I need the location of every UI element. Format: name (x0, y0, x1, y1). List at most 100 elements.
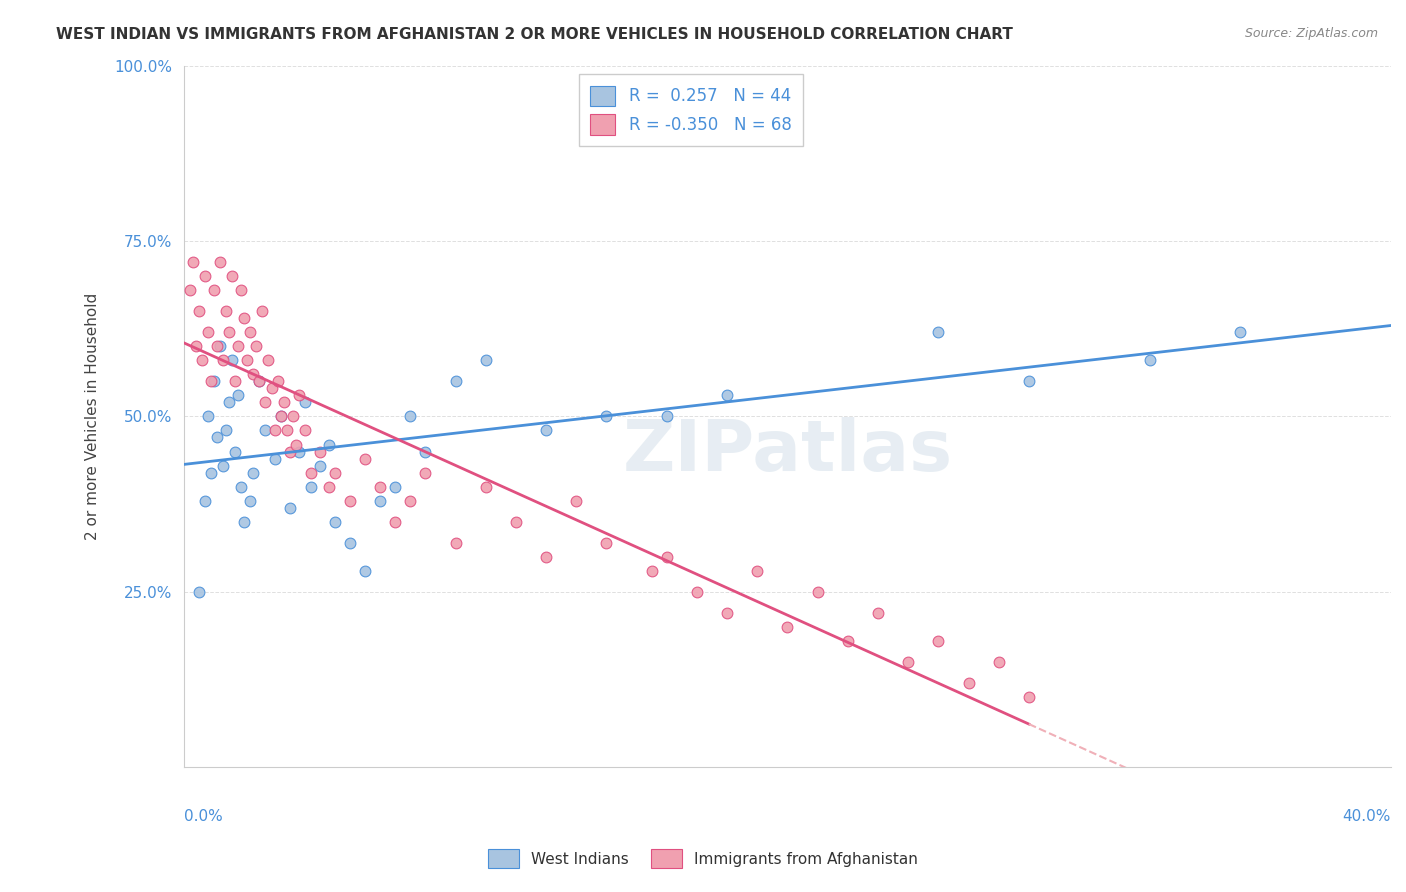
Point (263, 451, 285, 466)
Point (278, 444, 301, 458)
Point (655, 409, 678, 424)
Point (565, 493, 588, 508)
Point (249, 375, 271, 389)
Point (209, 255, 232, 269)
Point (200, 466, 222, 480)
Point (270, 409, 292, 424)
Point (205, 430, 228, 444)
Point (318, 480, 340, 494)
Point (276, 424, 298, 438)
Point (323, 466, 346, 480)
Point (287, 444, 309, 458)
Point (474, 480, 496, 494)
Point (188, 304, 211, 318)
Point (927, 634, 949, 648)
Point (399, 493, 422, 508)
Point (218, 325, 240, 339)
Point (318, 437, 340, 451)
Point (257, 353, 280, 368)
Point (339, 535, 361, 549)
Point (242, 368, 264, 382)
Point (226, 388, 249, 402)
Point (294, 424, 316, 438)
Point (202, 375, 225, 389)
Point (249, 375, 271, 389)
Point (281, 409, 304, 424)
Point (897, 655, 920, 669)
Point (641, 564, 664, 578)
Point (927, 325, 949, 339)
Point (273, 395, 295, 409)
Point (245, 339, 267, 353)
Point (505, 515, 527, 529)
Point (194, 493, 217, 508)
Text: 40.0%: 40.0% (1343, 809, 1391, 824)
Point (339, 493, 361, 508)
Point (179, 283, 201, 297)
Point (1018, 375, 1040, 389)
Point (254, 395, 277, 409)
Point (278, 500, 301, 515)
Point (323, 515, 346, 529)
Point (987, 655, 1010, 669)
Point (399, 409, 422, 424)
Point (957, 676, 980, 690)
Point (221, 353, 243, 368)
Point (197, 325, 219, 339)
Text: WEST INDIAN VS IMMIGRANTS FROM AFGHANISTAN 2 OR MORE VEHICLES IN HOUSEHOLD CORRE: WEST INDIAN VS IMMIGRANTS FROM AFGHANIST… (56, 27, 1014, 42)
Point (534, 424, 557, 438)
Point (287, 388, 309, 402)
Point (231, 480, 253, 494)
Point (209, 339, 232, 353)
Point (308, 458, 330, 473)
Point (233, 311, 256, 326)
Point (226, 339, 249, 353)
Point (415, 444, 437, 458)
Point (474, 353, 496, 368)
Point (686, 585, 709, 599)
Point (1018, 690, 1040, 705)
Point (266, 375, 288, 389)
Text: 0.0%: 0.0% (184, 809, 222, 824)
Point (308, 444, 330, 458)
Point (221, 269, 243, 284)
Point (184, 339, 207, 353)
Point (233, 515, 256, 529)
Point (188, 585, 211, 599)
Point (205, 339, 228, 353)
Point (260, 381, 283, 395)
Point (224, 375, 246, 389)
Point (368, 480, 391, 494)
Point (212, 353, 235, 368)
Point (716, 388, 738, 402)
Point (384, 480, 406, 494)
Point (252, 304, 274, 318)
Legend: West Indians, Immigrants from Afghanistan: West Indians, Immigrants from Afghanista… (481, 841, 925, 875)
Point (194, 269, 217, 284)
Point (191, 353, 214, 368)
Point (242, 466, 264, 480)
Point (299, 466, 322, 480)
Point (236, 353, 259, 368)
Point (284, 437, 307, 451)
Point (655, 549, 678, 564)
Point (444, 375, 467, 389)
Point (368, 493, 391, 508)
Text: Source: ZipAtlas.com: Source: ZipAtlas.com (1244, 27, 1378, 40)
Point (807, 585, 830, 599)
Point (354, 451, 377, 466)
Point (354, 564, 377, 578)
Point (231, 283, 253, 297)
Point (534, 549, 557, 564)
Point (866, 606, 889, 620)
Point (299, 480, 322, 494)
Point (202, 283, 225, 297)
Point (776, 620, 799, 634)
Point (1139, 353, 1161, 368)
Point (595, 535, 617, 549)
Point (263, 424, 285, 438)
Point (181, 255, 204, 269)
Point (212, 458, 235, 473)
Point (837, 634, 859, 648)
Point (239, 493, 262, 508)
